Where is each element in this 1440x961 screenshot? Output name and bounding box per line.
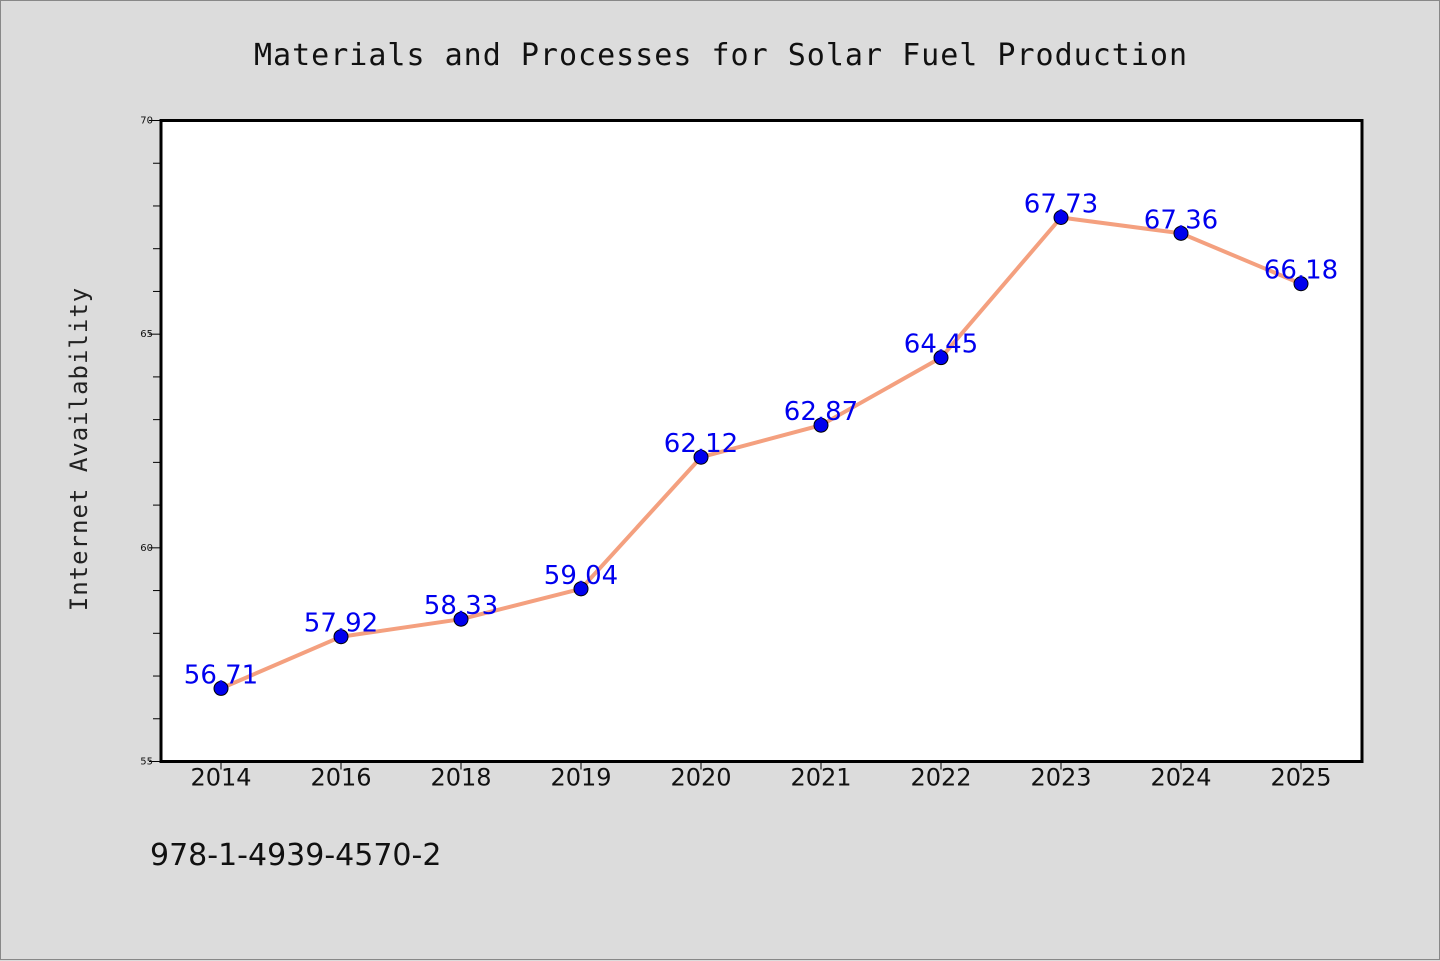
series-line — [219, 215, 1303, 691]
x-tick-label: 2019 — [550, 764, 611, 792]
y-tick-label: 70 — [140, 116, 153, 127]
data-label: 67.73 — [1024, 190, 1098, 220]
axes: 55 60 65 70 2014 2016 2018 2019 2020 2021 2022 2023… — [140, 116, 1331, 792]
series-layer — [213, 210, 1309, 696]
x-tick-label: 2022 — [910, 764, 971, 792]
y-tick-label: 65 — [140, 329, 153, 340]
data-point — [933, 350, 949, 366]
x-tick-label: 2014 — [190, 764, 251, 792]
x-tick-label: 2021 — [790, 764, 851, 792]
y-tick-label: 60 — [140, 543, 153, 554]
data-point — [573, 581, 589, 597]
data-label: 67.36 — [1144, 205, 1218, 235]
x-tick-label: 2025 — [1270, 764, 1331, 792]
x-tick-label: 2020 — [670, 764, 731, 792]
y-axis-label: Internet Availability — [65, 287, 93, 611]
data-point — [213, 680, 229, 696]
isbn-footer: 978-1-4939-4570-2 — [150, 838, 441, 873]
x-tick-label: 2016 — [310, 764, 371, 792]
data-point — [1173, 225, 1189, 241]
data-label: 57.92 — [304, 609, 378, 639]
chart-title: Materials and Processes for Solar Fuel P… — [254, 38, 1188, 73]
x-tick-label: 2018 — [430, 764, 491, 792]
data-labels-layer: 56.71 57.92 58.33 59.04 62.12 62.87 64.45 67.73… — [184, 190, 1338, 691]
data-point — [813, 417, 829, 433]
data-label: 56.71 — [184, 660, 258, 690]
data-label: 58.33 — [424, 591, 498, 621]
x-tick-label: 2023 — [1030, 764, 1091, 792]
data-label: 66.18 — [1264, 256, 1338, 286]
data-point — [1293, 276, 1309, 292]
data-label: 62.87 — [784, 397, 858, 427]
data-point — [453, 611, 469, 627]
data-point — [333, 629, 349, 645]
data-point — [693, 449, 709, 465]
data-label: 62.12 — [664, 429, 738, 459]
data-point — [1053, 210, 1069, 226]
plot-border — [159, 119, 1364, 763]
x-tick-label: 2024 — [1150, 764, 1211, 792]
y-tick-label: 55 — [140, 757, 153, 768]
data-label: 64.45 — [904, 330, 978, 360]
data-label: 59.04 — [544, 561, 618, 591]
